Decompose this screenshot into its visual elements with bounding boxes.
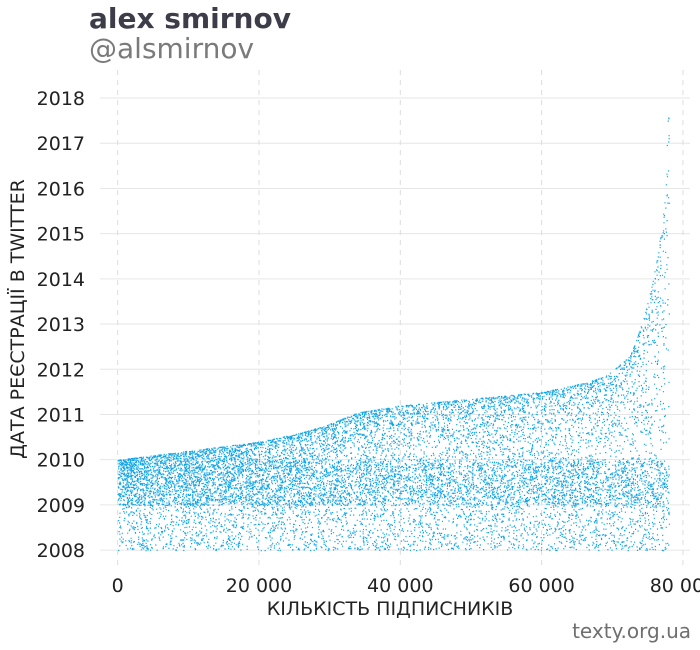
scatter-points xyxy=(117,117,670,552)
x-tick-label: 0 xyxy=(112,575,124,597)
y-tick-label: 2017 xyxy=(37,133,85,155)
grid-lines xyxy=(100,70,690,565)
y-tick-label: 2015 xyxy=(37,224,85,246)
x-tick-label: 80 000 xyxy=(650,575,700,597)
y-tick-label: 2018 xyxy=(37,88,85,110)
y-tick-label: 2009 xyxy=(37,495,85,517)
y-tick-label: 2016 xyxy=(37,178,85,200)
x-tick-label: 40 000 xyxy=(367,575,433,597)
data-points xyxy=(117,117,670,552)
x-tick-label: 20 000 xyxy=(226,575,292,597)
y-tick-label: 2012 xyxy=(37,359,85,381)
y-axis-title: ДАТА РЕЄСТРАЦІЇ В TWITTER xyxy=(6,179,29,459)
y-tick-label: 2010 xyxy=(37,450,85,472)
source-credit: texty.org.ua xyxy=(572,619,691,643)
y-tick-label: 2008 xyxy=(37,540,85,562)
x-axis-title: КІЛЬКІСТЬ ПІДПИСНИКІВ xyxy=(267,598,514,620)
tick-labels: 2008 2009 2010 2011 2012 2013 2014 2015 2016 2017… xyxy=(37,88,700,597)
x-tick-label: 60 000 xyxy=(508,575,574,597)
y-tick-label: 2011 xyxy=(37,404,85,426)
y-tick-label: 2014 xyxy=(37,269,85,291)
chart-subtitle: @alsmirnov xyxy=(89,32,255,65)
y-tick-label: 2013 xyxy=(37,314,85,336)
chart-title: alex smirnov xyxy=(89,2,291,35)
